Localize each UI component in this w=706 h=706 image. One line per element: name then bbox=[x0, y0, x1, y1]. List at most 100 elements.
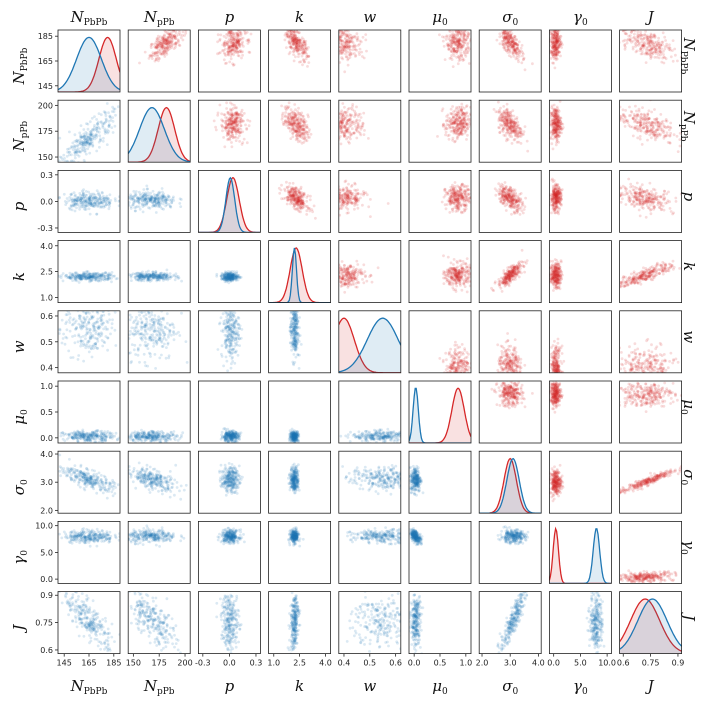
sample-point bbox=[467, 49, 470, 53]
sample-point bbox=[464, 105, 468, 108]
sample-point bbox=[297, 199, 301, 203]
sample-point bbox=[111, 131, 115, 134]
sample-point bbox=[172, 30, 175, 33]
sample-point bbox=[236, 51, 240, 55]
sample-point bbox=[346, 114, 349, 118]
sample-point bbox=[500, 113, 503, 116]
sample-point bbox=[164, 39, 168, 42]
sample-point bbox=[235, 42, 238, 45]
sample-point bbox=[523, 125, 527, 128]
sample-point bbox=[326, 32, 329, 35]
sample-point bbox=[231, 32, 235, 35]
sample-point bbox=[639, 129, 642, 133]
sample-point bbox=[642, 126, 645, 129]
sample-point bbox=[503, 30, 506, 33]
sample-point bbox=[166, 37, 170, 41]
sample-point bbox=[623, 43, 627, 46]
sample-point bbox=[551, 40, 555, 44]
sample-point bbox=[505, 126, 509, 130]
sample-point bbox=[68, 150, 72, 154]
sample-point bbox=[519, 129, 523, 133]
sample-point bbox=[676, 150, 680, 154]
sample-point bbox=[149, 198, 152, 202]
sample-point bbox=[229, 31, 233, 34]
sample-point bbox=[167, 39, 171, 43]
sample-point bbox=[636, 129, 640, 133]
sample-point bbox=[299, 121, 303, 125]
sample-point bbox=[549, 37, 552, 41]
sample-point bbox=[507, 40, 511, 44]
sample-point bbox=[308, 128, 311, 132]
sample-point bbox=[299, 125, 302, 129]
sample-point bbox=[222, 34, 226, 38]
sample-point bbox=[675, 134, 679, 138]
sample-point bbox=[292, 42, 296, 45]
sample-point bbox=[156, 204, 159, 208]
sample-point bbox=[91, 204, 94, 208]
sample-point bbox=[335, 124, 338, 127]
sample-point bbox=[296, 52, 300, 56]
sample-point bbox=[143, 200, 147, 204]
panel-frame bbox=[127, 99, 191, 163]
sample-point bbox=[230, 121, 234, 125]
sample-point bbox=[85, 137, 89, 141]
sample-point bbox=[291, 202, 294, 206]
sample-point bbox=[293, 116, 297, 120]
sample-point bbox=[620, 26, 623, 29]
sample-point bbox=[299, 196, 303, 200]
sample-point bbox=[343, 105, 346, 109]
sample-point bbox=[79, 201, 83, 205]
sample-point bbox=[341, 49, 345, 53]
sample-point bbox=[288, 33, 292, 36]
sample-point bbox=[241, 141, 245, 145]
sample-point bbox=[168, 45, 172, 49]
sample-point bbox=[455, 42, 459, 46]
sample-point bbox=[292, 37, 296, 41]
sample-point bbox=[463, 125, 466, 129]
sample-point bbox=[636, 113, 639, 117]
sample-point bbox=[229, 122, 233, 125]
density-fill-NPbPb bbox=[58, 37, 120, 92]
sample-point bbox=[297, 40, 301, 43]
sample-point bbox=[142, 203, 146, 207]
sample-point bbox=[307, 54, 311, 58]
sample-point bbox=[558, 42, 562, 46]
sample-point bbox=[326, 110, 329, 113]
sample-point bbox=[291, 195, 295, 199]
sample-point bbox=[512, 129, 516, 133]
sample-point bbox=[156, 200, 160, 203]
sample-point bbox=[556, 127, 560, 130]
sample-point bbox=[301, 134, 305, 138]
sample-point bbox=[557, 130, 561, 134]
sample-point bbox=[160, 207, 164, 211]
sample-point bbox=[152, 203, 156, 207]
sample-point bbox=[284, 32, 288, 35]
sample-point bbox=[161, 196, 165, 199]
sample-point bbox=[224, 36, 228, 40]
sample-point bbox=[343, 125, 346, 129]
panel-frame bbox=[127, 169, 191, 233]
sample-point bbox=[353, 52, 356, 55]
sample-point bbox=[513, 48, 517, 52]
sample-point bbox=[508, 36, 512, 40]
sample-point bbox=[67, 206, 71, 210]
sample-point bbox=[181, 38, 185, 42]
sample-point bbox=[335, 36, 338, 39]
sample-point bbox=[237, 26, 240, 29]
sample-point bbox=[552, 43, 555, 47]
sample-point bbox=[294, 55, 297, 59]
sample-point bbox=[101, 122, 104, 126]
sample-point bbox=[514, 49, 517, 53]
sample-point bbox=[295, 39, 299, 43]
sample-point bbox=[649, 39, 653, 43]
sample-point bbox=[292, 110, 295, 114]
sample-point bbox=[551, 50, 555, 54]
sample-point bbox=[656, 125, 660, 129]
sample-point bbox=[557, 140, 560, 144]
sample-point bbox=[361, 124, 365, 128]
sample-point bbox=[287, 190, 291, 194]
sample-point bbox=[338, 137, 341, 141]
sample-point bbox=[105, 203, 108, 207]
sample-point bbox=[554, 43, 557, 47]
sample-point bbox=[144, 194, 148, 198]
